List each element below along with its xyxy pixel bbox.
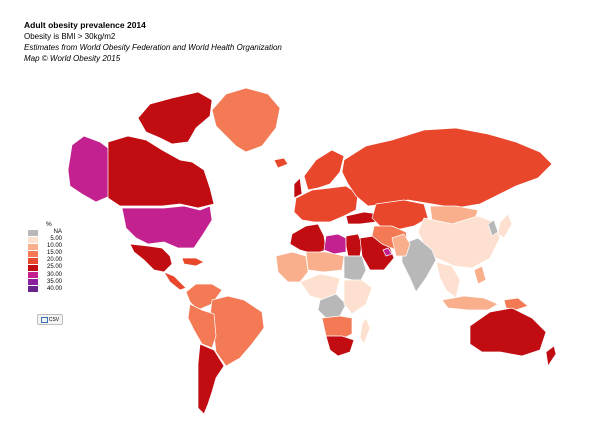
csv-export-button[interactable]: CSV <box>37 314 63 325</box>
region-mexico <box>129 243 173 273</box>
region-russia <box>341 127 553 209</box>
map-title: Adult obesity prevalence 2014 <box>24 20 146 30</box>
region-usa <box>121 205 213 249</box>
region-southeast-asia <box>435 261 461 299</box>
region-central-asia <box>371 199 429 231</box>
region-sahel <box>305 251 345 273</box>
legend-item: 20.00 <box>28 257 62 264</box>
region-caribbean <box>181 257 205 267</box>
region-central-america <box>163 271 187 291</box>
legend-title: % <box>46 221 52 228</box>
region-pakistan <box>391 233 411 257</box>
export-icon <box>40 316 48 323</box>
region-argentina-chile <box>197 343 225 415</box>
region-libya <box>323 233 347 255</box>
legend-label: NA <box>53 229 62 235</box>
export-label: CSV <box>48 316 60 323</box>
legend-swatch <box>28 243 38 250</box>
region-canada <box>107 135 215 209</box>
region-india <box>401 237 437 293</box>
region-korea <box>487 219 499 237</box>
region-papua <box>503 297 529 311</box>
region-colombia-venezuela <box>185 283 223 311</box>
region-brazil <box>209 295 265 367</box>
region-egypt <box>345 233 363 257</box>
region-sudan <box>343 255 367 283</box>
region-arctic-islands <box>137 91 213 145</box>
region-north-africa-west <box>289 223 327 255</box>
map-header: Adult obesity prevalence 2014 Obesity is… <box>24 20 282 64</box>
region-new-zealand <box>545 345 557 367</box>
legend-item: 25.00 <box>28 264 62 272</box>
region-madagascar <box>359 317 371 345</box>
region-indonesia <box>441 295 499 311</box>
legend-item: 30.00 <box>28 272 62 279</box>
legend-swatch <box>28 229 38 236</box>
region-peru-bolivia <box>187 303 217 349</box>
legend-item: 35.00 <box>28 279 62 286</box>
legend-swatch <box>28 250 38 257</box>
legend-swatch <box>28 257 38 264</box>
region-west-africa <box>275 251 309 283</box>
map-copyright: Map © World Obesity 2015 <box>24 54 121 63</box>
legend-item: 15.00 <box>28 250 62 257</box>
map-definition: Obesity is BMI > 30kg/m2 <box>24 32 116 41</box>
legend-label: 10.00 <box>46 243 62 250</box>
region-scandinavia <box>303 149 345 191</box>
legend-swatch <box>28 279 38 286</box>
legend-label: 15.00 <box>46 250 62 257</box>
region-europe <box>293 185 359 223</box>
region-japan <box>497 213 513 239</box>
region-south-africa <box>325 335 355 357</box>
legend-item: 40.00 <box>28 286 62 293</box>
region-east-africa <box>343 279 373 315</box>
region-qatar <box>382 247 393 257</box>
legend-label: 5.00 <box>50 236 62 243</box>
legend-label: 30.00 <box>46 271 62 278</box>
legend-swatch <box>28 265 38 272</box>
region-iceland <box>273 157 289 169</box>
legend-label: 25.00 <box>46 264 62 271</box>
map-source: Estimates from World Obesity Federation … <box>24 43 282 52</box>
map-legend: % NA 5.00 10.00 15.00 20.00 25.00 30.00 35.00 40… <box>28 221 62 293</box>
region-australia <box>469 307 547 357</box>
legend-swatch <box>28 236 38 243</box>
legend-swatch <box>28 272 38 279</box>
region-philippines <box>473 265 487 285</box>
legend-label: 40.00 <box>46 285 62 292</box>
legend-item: 5.00 <box>28 236 62 243</box>
region-greenland <box>211 87 281 153</box>
region-uk <box>293 177 303 199</box>
legend-rows: NA 5.00 10.00 15.00 20.00 25.00 30.00 35.00 40.0… <box>28 229 62 293</box>
legend-item: 10.00 <box>28 243 62 250</box>
legend-swatch <box>28 286 38 293</box>
legend-label: 35.00 <box>46 278 62 285</box>
legend-label: 20.00 <box>46 257 62 264</box>
region-alaska <box>67 135 111 203</box>
legend-item: NA <box>28 229 62 236</box>
